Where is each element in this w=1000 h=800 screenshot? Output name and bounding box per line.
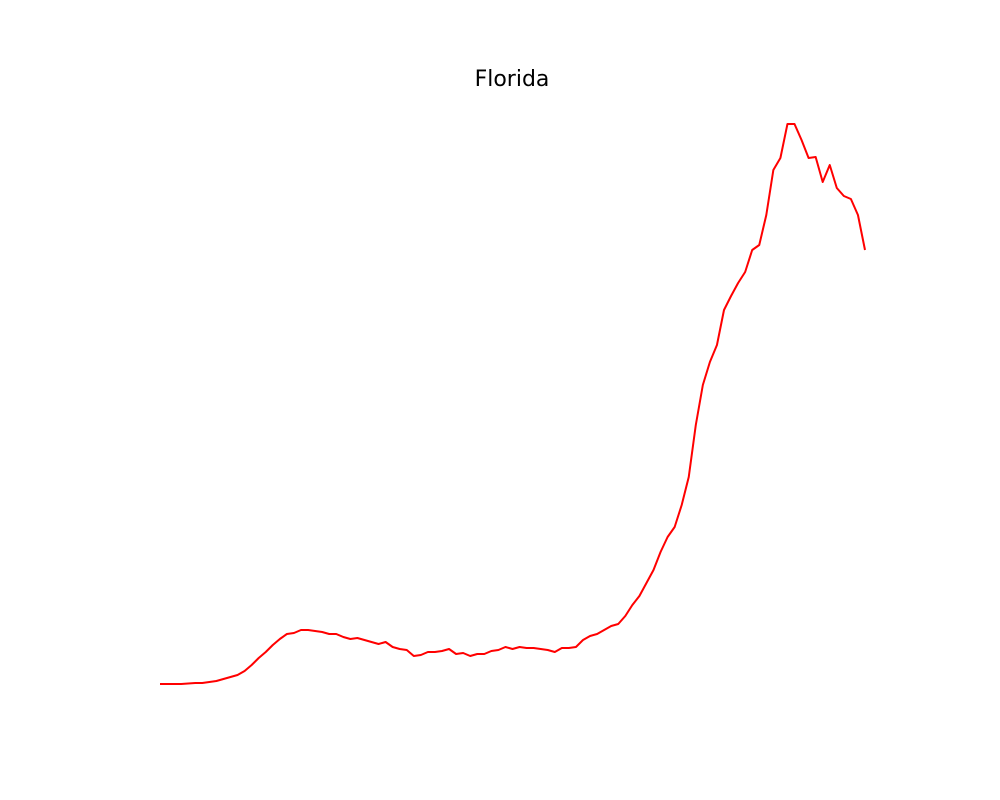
line-series [160,123,866,685]
chart-title: Florida [475,67,550,92]
